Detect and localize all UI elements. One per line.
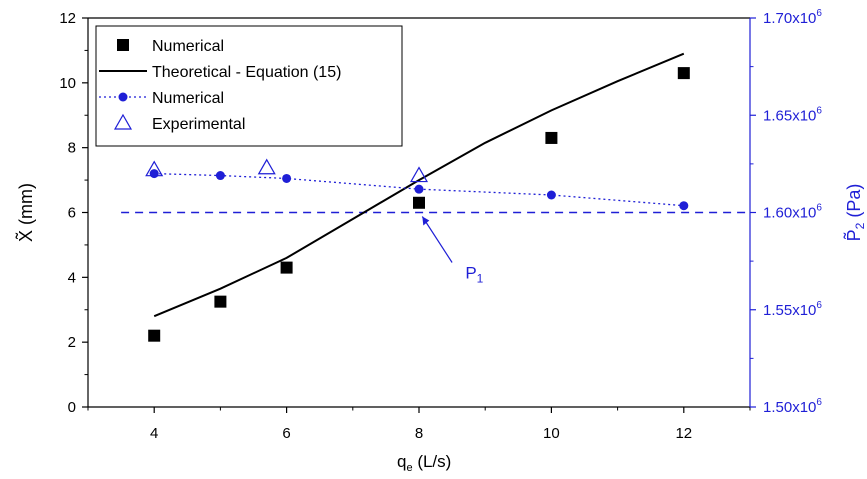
legend-label: Experimental — [152, 116, 245, 133]
y2-tick-label: 1.65x106 — [763, 105, 822, 124]
y-tick-label: 10 — [59, 75, 76, 92]
y-tick-label: 8 — [68, 140, 76, 157]
y-axis-label: X̃ (mm) — [15, 183, 36, 242]
legend: Numerical Theoretical - Equation (15) Nume… — [95, 25, 403, 147]
series-0 — [148, 67, 690, 342]
y-tick-label: 2 — [68, 334, 76, 351]
y2-axis-label: P̃2 (Pa) — [843, 184, 867, 242]
x-tick-label: 10 — [543, 425, 560, 442]
annotation-p1: P1 — [465, 264, 483, 286]
annotation-arrow — [421, 216, 453, 263]
legend-triangle-marker — [113, 113, 133, 130]
x-tick-label: 6 — [282, 425, 290, 442]
y2-tick-label: 1.50x106 — [763, 397, 822, 416]
x-tick-label: 4 — [150, 425, 158, 442]
x-tick-label: 12 — [675, 425, 692, 442]
numerical-square-point — [148, 329, 161, 342]
numerical-square-point — [214, 295, 227, 308]
numerical-square-point — [677, 67, 690, 80]
numerical-circle-point — [414, 184, 424, 194]
numerical-circle-point — [149, 169, 159, 179]
numerical-circle-point — [282, 173, 292, 183]
theoretical-line — [153, 52, 685, 318]
series-3 — [145, 158, 429, 183]
y-tick-label: 12 — [59, 10, 76, 27]
annotation-arrowhead — [422, 216, 430, 226]
y-tick-label: 4 — [68, 269, 76, 286]
experimental-triangle-point — [145, 160, 164, 177]
legend-label: Numerical — [152, 38, 224, 55]
legend-square-marker — [117, 39, 129, 51]
y2-tick-label: 1.60x106 — [763, 203, 822, 222]
numerical-square-point — [413, 196, 425, 209]
y2-tick-label: 1.55x106 — [763, 300, 822, 319]
experimental-triangle-point — [409, 166, 429, 183]
legend-label: Numerical — [152, 90, 224, 107]
numerical-square-point — [280, 261, 293, 274]
y2-tick-label: 1.70x106 — [763, 8, 822, 27]
numerical-square-point — [545, 131, 558, 144]
legend-label: Theoretical - Equation (15) — [152, 64, 341, 81]
legend-circle-marker — [118, 92, 128, 102]
series-1 — [153, 52, 685, 318]
y-tick-label: 0 — [68, 399, 76, 416]
numerical-dotted-line — [154, 172, 684, 207]
y-tick-label: 6 — [68, 205, 76, 222]
legend-box — [95, 25, 403, 147]
x-axis-label: qe (L/s) — [397, 452, 451, 474]
numerical-circle-point — [215, 171, 225, 181]
x-tick-label: 8 — [415, 425, 423, 442]
numerical-circle-point — [679, 201, 689, 211]
numerical-circle-point — [546, 190, 556, 200]
experimental-triangle-point — [257, 158, 276, 175]
